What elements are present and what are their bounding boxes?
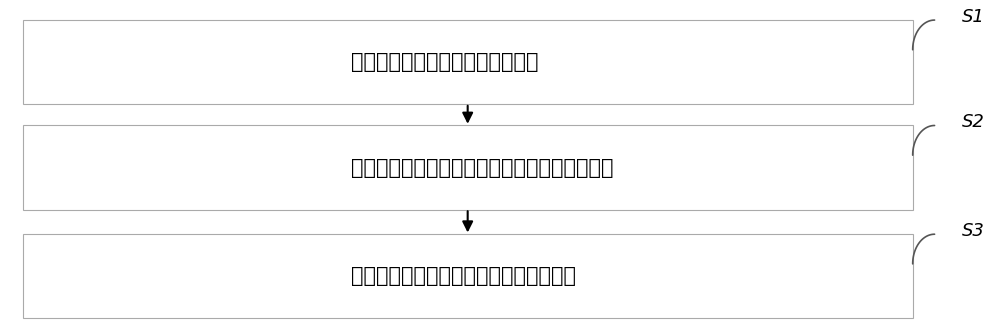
Text: S2: S2 — [961, 113, 984, 131]
Bar — [23, 20, 913, 104]
Bar — [23, 126, 913, 209]
Text: 根据充电电流规则对锂离子电池进行充电: 根据充电电流规则对锂离子电池进行充电 — [351, 266, 576, 286]
Text: 根据析锂边界设定对锂离子电池的充电电流规则: 根据析锂边界设定对锂离子电池的充电电流规则 — [351, 157, 613, 178]
Bar — [23, 234, 913, 318]
Text: S3: S3 — [961, 222, 984, 240]
Text: 获取锂离子电池充电时的析锂边界: 获取锂离子电池充电时的析锂边界 — [351, 52, 538, 72]
Text: S1: S1 — [961, 8, 984, 26]
